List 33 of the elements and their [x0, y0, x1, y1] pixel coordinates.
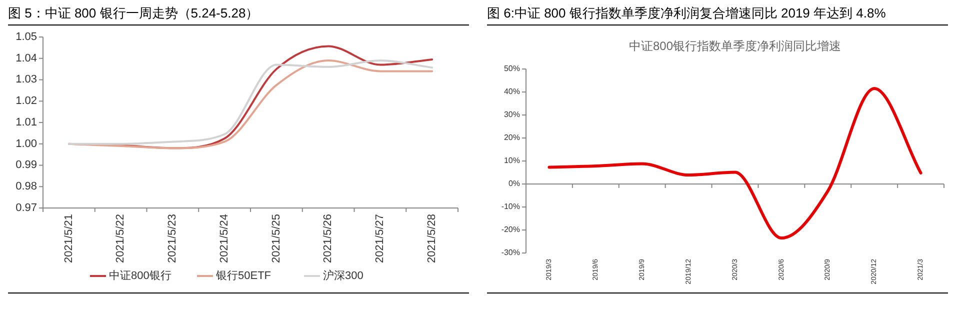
y-tick-label: 0.99: [16, 159, 37, 172]
chart-title: 图 5：中证 800 银行一周走势（5.24-5.28）: [8, 5, 259, 20]
legend-label: 沪深300: [323, 268, 364, 282]
x-tick-label: 2021/5/27: [374, 214, 386, 263]
chart-subtitle: 中证800银行指数单季度净利润同比增速: [628, 39, 842, 54]
y-tick-label: -20%: [501, 225, 520, 234]
y-tick-label: 30%: [504, 110, 520, 120]
legend-label: 银行50ETF: [215, 270, 272, 282]
y-tick-label: -10%: [501, 202, 520, 212]
y-tick-label: 1.04: [16, 52, 37, 64]
y-tick-label: 20%: [504, 133, 520, 142]
x-tick-label: 2021/5/23: [166, 214, 179, 263]
x-tick-label: 2021/5/26: [322, 214, 334, 263]
chart-title: 图 6:中证 800 银行指数单季度净利润复合增速同比 2019 年达到 4.8%: [487, 5, 886, 20]
y-tick-label: 50%: [504, 64, 520, 74]
y-tick-label: 40%: [504, 87, 520, 96]
y-tick-label: 1.01: [16, 116, 37, 128]
line-series: [548, 87, 922, 240]
legend-label: 中证800银行: [109, 268, 172, 282]
y-tick-label: 1.03: [16, 74, 37, 86]
y-tick-label: 1.02: [16, 95, 37, 108]
x-tick-label: 2021/5/28: [426, 214, 438, 263]
y-tick-label: 0.97: [16, 202, 37, 214]
y-tick-label: 0.98: [16, 180, 37, 193]
y-tick-label: -30%: [501, 248, 520, 258]
y-tick-label: 1.05: [16, 30, 37, 43]
x-tick-label: 2021/5/25: [270, 214, 282, 263]
y-tick-label: 10%: [504, 156, 520, 166]
x-tick-label: 2021/5/22: [114, 214, 127, 263]
y-tick-label: 1.00: [16, 138, 37, 150]
y-tick-label: 0%: [508, 179, 520, 188]
x-tick-label: 2021/5/21: [62, 214, 75, 263]
x-tick-label: 2021/5/24: [218, 214, 230, 263]
